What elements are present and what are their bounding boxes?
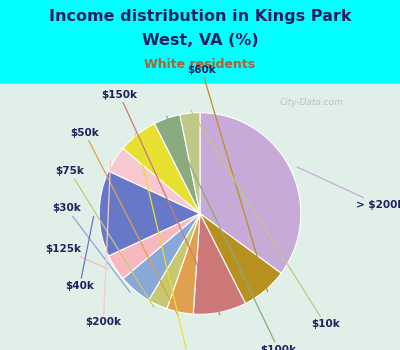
Wedge shape [154, 115, 200, 214]
Text: $60k: $60k [188, 65, 268, 292]
Text: $20k: $20k [135, 133, 202, 350]
Text: $125k: $125k [45, 244, 108, 269]
Text: White residents: White residents [144, 58, 256, 71]
Text: Income distribution in Kings Park: Income distribution in Kings Park [49, 9, 351, 24]
Text: $30k: $30k [52, 203, 130, 292]
Text: $200k: $200k [85, 159, 121, 327]
Wedge shape [180, 113, 200, 214]
Wedge shape [200, 214, 281, 303]
Text: $100k: $100k [166, 116, 296, 350]
Wedge shape [108, 214, 200, 279]
Text: West, VA (%): West, VA (%) [142, 33, 258, 48]
Wedge shape [149, 214, 200, 309]
Text: $75k: $75k [55, 166, 154, 307]
Wedge shape [99, 171, 200, 256]
Wedge shape [167, 214, 200, 314]
Text: $150k: $150k [102, 90, 220, 315]
Wedge shape [193, 214, 246, 314]
Wedge shape [123, 214, 200, 300]
Text: $10k: $10k [191, 111, 340, 329]
Text: City-Data.com: City-Data.com [280, 98, 344, 107]
Text: > $200k: > $200k [297, 167, 400, 210]
Bar [0, 84, 400, 350]
Wedge shape [108, 148, 200, 214]
Wedge shape [200, 113, 301, 273]
Text: $50k: $50k [70, 128, 178, 315]
Text: $40k: $40k [65, 216, 94, 291]
Wedge shape [123, 124, 200, 214]
